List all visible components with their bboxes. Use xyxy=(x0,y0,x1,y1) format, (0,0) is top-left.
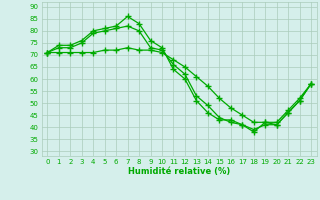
X-axis label: Humidité relative (%): Humidité relative (%) xyxy=(128,167,230,176)
